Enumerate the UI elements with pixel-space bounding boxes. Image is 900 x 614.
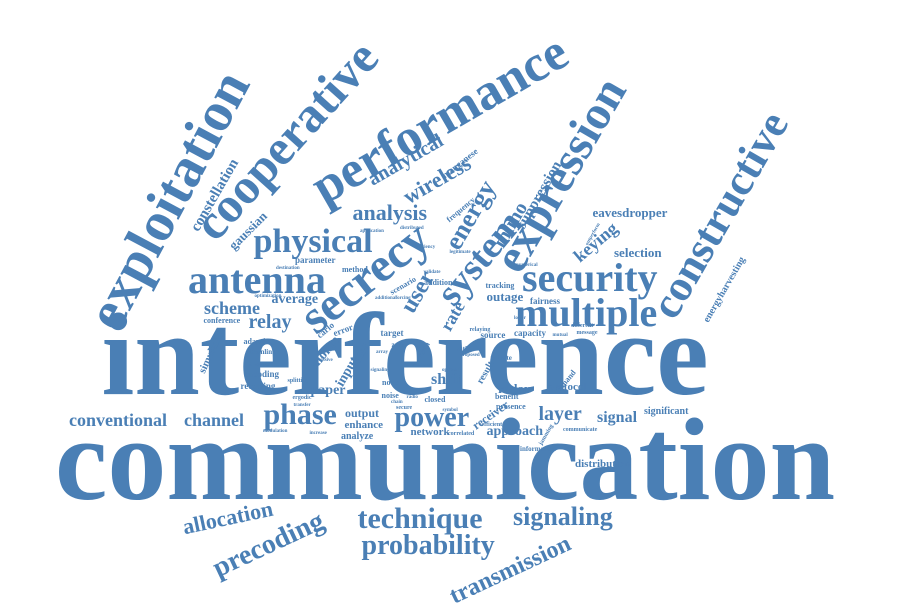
word-capacity: capacity (514, 327, 546, 338)
word-signal: signal (597, 409, 638, 426)
word-radar: radar (498, 380, 530, 396)
word-physical: physical (253, 223, 373, 260)
word-source: source (480, 329, 506, 340)
word-legitimate: legitimate (449, 249, 471, 255)
word-interference: interference (101, 289, 709, 420)
word-receiving: receiving (240, 380, 276, 391)
word-probability: probability (361, 530, 495, 561)
word-approach: approach (486, 424, 544, 439)
word-information: information (520, 444, 556, 453)
word-technique: technique (357, 502, 483, 535)
word-lower: lower (514, 315, 526, 321)
word-symbol: symbol (442, 407, 458, 413)
word-paper: paper (310, 383, 346, 398)
word-forcing: forcing (395, 295, 411, 301)
word-destination: destination (276, 265, 300, 271)
word-layer: layer (538, 403, 582, 425)
word-eavesdropper: eavesdropper (592, 204, 668, 220)
word-application: application (360, 228, 384, 234)
word-output: output (345, 406, 380, 420)
word-multiple: multiple (515, 290, 658, 335)
word-scheme: scheme (204, 298, 260, 318)
word-communicate: communicate (563, 427, 598, 433)
word-ratio: ratio (456, 344, 471, 353)
word-downlink: downlink (248, 347, 277, 356)
word-signaling-small: signaling (370, 367, 390, 373)
word-zero: zero (391, 340, 405, 349)
word-efficiency: efficiency (415, 244, 436, 250)
word-addition: addition (424, 278, 453, 287)
word-analyze: analyze (341, 431, 374, 442)
word-security: security (522, 255, 658, 300)
word-different: different (571, 323, 594, 329)
word-optimization: optimization (254, 293, 282, 299)
word-fairness: fairness (530, 295, 560, 306)
word-efficient: efficient (481, 422, 503, 428)
word-distributed: distributed (400, 225, 424, 231)
word-conventional: conventional (69, 410, 168, 430)
word-outage: outage (486, 288, 524, 304)
word-power: power (394, 402, 470, 433)
word-presence: presence (496, 402, 526, 411)
word-relaying: relaying (469, 327, 491, 333)
word-antenna: antenna (188, 257, 326, 302)
word-conference: conference (203, 316, 241, 325)
word-ergodic: ergodic (292, 395, 312, 401)
word-adaptive: adaptive (243, 337, 273, 346)
word-signaling: signaling (513, 502, 613, 531)
word-secure: secure (396, 405, 413, 411)
word-functional: functional (249, 362, 271, 368)
word-radio: radio (406, 394, 418, 400)
word-transfer: transfer (293, 402, 311, 408)
word-method: method (342, 265, 368, 274)
word-benefit: benefit (495, 392, 519, 401)
word-increase: increase (309, 430, 327, 436)
word-selection: selection (614, 244, 662, 260)
word-node: node (382, 378, 399, 387)
word-optimal: optimal (442, 367, 459, 373)
word-correlated: correlated (448, 431, 475, 437)
word-average: average (271, 292, 319, 307)
word-additional: additional (375, 295, 397, 301)
word-network: network (410, 425, 450, 438)
word-shift: shift (431, 371, 462, 388)
word-significant: significant (644, 406, 689, 417)
word-passive: passive (317, 357, 333, 363)
word-array: array (376, 349, 388, 355)
word-mutual: mutual (552, 332, 568, 338)
word-phase: phase (263, 398, 337, 431)
word-protocol: protocol (547, 380, 587, 393)
word-proposed: proposed (460, 352, 480, 358)
word-communication: communication (55, 394, 836, 525)
word-relay: relay (248, 311, 292, 333)
word-parameter: parameter (295, 254, 336, 265)
word-message: message (576, 330, 598, 336)
word-splitting: splitting (287, 378, 309, 384)
word-distribution: distribution (575, 457, 631, 470)
word-tracking: tracking (485, 281, 515, 290)
word-numerical: numerical (516, 262, 538, 268)
word-target: target (380, 327, 404, 338)
word-analysis: analysis (352, 200, 428, 225)
word-modulation: modulation (263, 428, 288, 434)
word-minimum: minimum (409, 362, 431, 368)
word-channel: channel (184, 410, 245, 430)
word-closed: closed (424, 395, 446, 404)
word-encoding: encoding (244, 368, 280, 379)
word-validate: validate (423, 269, 441, 275)
word-noise: noise (381, 391, 399, 400)
word-private: private (490, 353, 512, 362)
word-chain: chain (391, 399, 403, 405)
word-enhance: enhance (344, 418, 384, 431)
